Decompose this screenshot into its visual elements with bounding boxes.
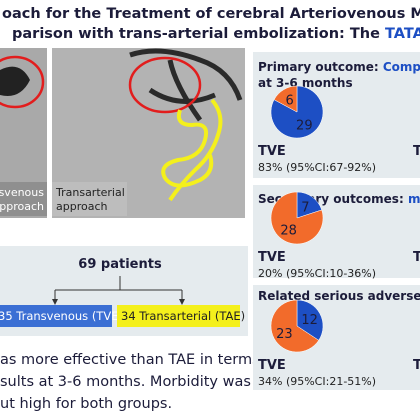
title: oach for the Treatment of cerebral Arter… [2,6,420,22]
heading-em: mRS [408,192,420,206]
outcome-heading: at 3-6 months [258,76,353,90]
arm: 35 Transvenous (TVE) [0,309,123,323]
heading: Primary outcome: [258,60,383,74]
heading: Related serious adverse ev [258,289,420,303]
slice-label: 12 [301,313,318,328]
group: TVE [258,358,286,373]
conclusion: as more effective than TAE in terms [0,352,260,368]
group: T [413,144,420,159]
result: 20% (95%CI:10-36%) [258,267,376,280]
group: T [413,358,420,373]
title: parison with trans-arterial embolization… [12,26,420,42]
image-label: approach [56,200,108,213]
group: TVE [258,250,286,265]
slice-label: 6 [286,94,294,109]
connector [54,276,183,302]
image-label: Transarterial [55,186,125,199]
total: 69 patients [78,257,162,272]
slice-label: 23 [276,327,293,342]
pie-slice [270,85,324,139]
slice-label: 29 [296,118,313,133]
heading-em: Comple [383,60,420,74]
pie-slice [270,191,324,245]
label-bg [0,182,47,216]
pie-slice [273,85,298,113]
title-em: TATAM [385,26,420,42]
result: 83% (95%CI:67-92%) [258,161,376,174]
result: 34% (95%CI:21-51%) [258,375,376,388]
catheter [161,98,223,202]
pie-slice [270,299,320,353]
arm: 34 Transarterial (TAE) [121,309,245,323]
arm-box [117,305,240,327]
outcome-heading: Related serious adverse ev [258,289,420,303]
slice-label: 7 [301,200,309,215]
highlight [128,56,202,114]
label-bg [52,182,127,216]
outcome-heading: Primary outcome: Comple [258,60,420,74]
highlight [0,55,45,109]
arm-box [0,305,112,327]
title-part: parison with trans-arterial embolization… [12,26,385,42]
vessels [0,66,30,96]
conclusion: sults at 3-6 months. Morbidity was [0,374,251,390]
group: T [413,250,420,265]
conclusion: ut high for both groups. [0,396,172,412]
vessels [129,48,243,122]
slice-label: 28 [280,224,297,239]
image-label: svenous [0,186,44,199]
image-label: approach [0,200,44,213]
group: TVE [258,144,286,159]
